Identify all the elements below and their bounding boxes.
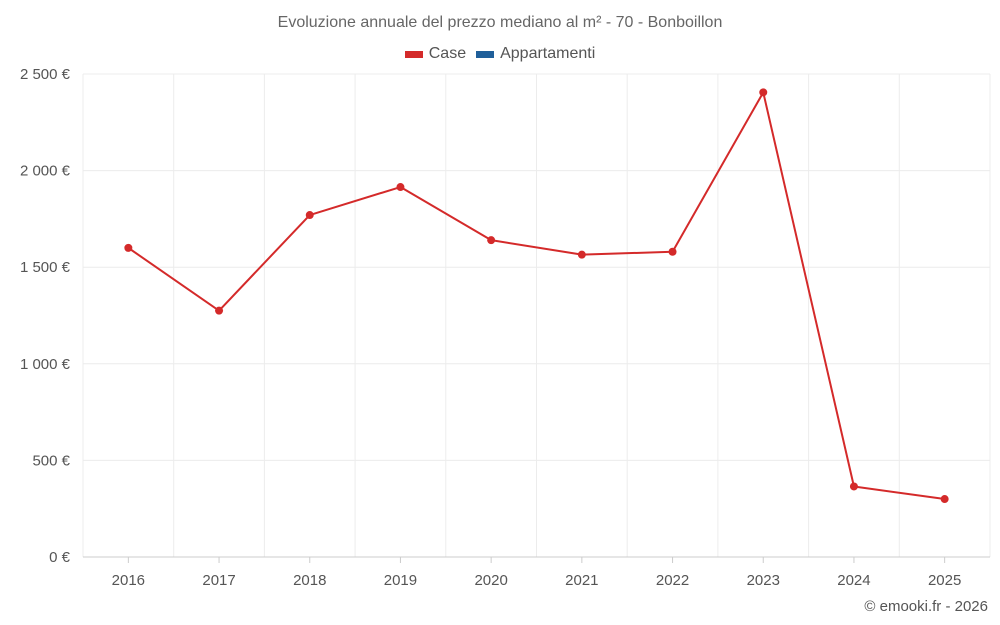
data-point[interactable] — [396, 183, 405, 192]
y-tick-label: 2 500 € — [20, 66, 71, 83]
y-tick-label: 2 000 € — [20, 163, 71, 180]
x-tick-label: 2017 — [202, 572, 235, 589]
data-point[interactable] — [487, 236, 496, 245]
x-tick-label: 2018 — [293, 572, 326, 589]
legend: Case Appartamenti — [0, 45, 1000, 63]
x-tick-label: 2024 — [837, 572, 870, 589]
y-tick-label: 1 000 € — [20, 356, 71, 373]
legend-label-case: Case — [428, 45, 467, 62]
legend-swatch-appartamenti — [476, 50, 495, 58]
data-point[interactable] — [305, 211, 314, 220]
x-tick-label: 2019 — [384, 572, 417, 589]
data-point[interactable] — [215, 306, 224, 315]
data-point[interactable] — [577, 250, 586, 259]
y-tick-label: 0 € — [49, 549, 71, 566]
legend-label-appartamenti: Appartamenti — [500, 45, 596, 62]
x-tick-label: 2016 — [112, 572, 145, 589]
data-point[interactable] — [668, 247, 677, 256]
legend-item-case[interactable]: Case — [404, 45, 467, 63]
data-point[interactable] — [124, 243, 133, 252]
x-tick-label: 2022 — [656, 572, 689, 589]
data-point[interactable] — [759, 88, 768, 97]
x-tick-label: 2025 — [928, 572, 961, 589]
x-tick-label: 2023 — [747, 572, 780, 589]
legend-item-appartamenti[interactable]: Appartamenti — [476, 45, 595, 63]
data-point[interactable] — [849, 482, 858, 491]
x-tick-label: 2021 — [565, 572, 598, 589]
legend-swatch-case — [404, 50, 423, 58]
y-tick-label: 500 € — [32, 452, 70, 469]
x-tick-label: 2020 — [474, 572, 507, 589]
y-tick-label: 1 500 € — [20, 259, 71, 276]
data-point[interactable] — [940, 495, 949, 504]
chart-title: Evoluzione annuale del prezzo mediano al… — [277, 14, 723, 31]
series-line-case — [127, 91, 945, 501]
credit-text: © emooki.fr - 2026 — [864, 598, 988, 615]
